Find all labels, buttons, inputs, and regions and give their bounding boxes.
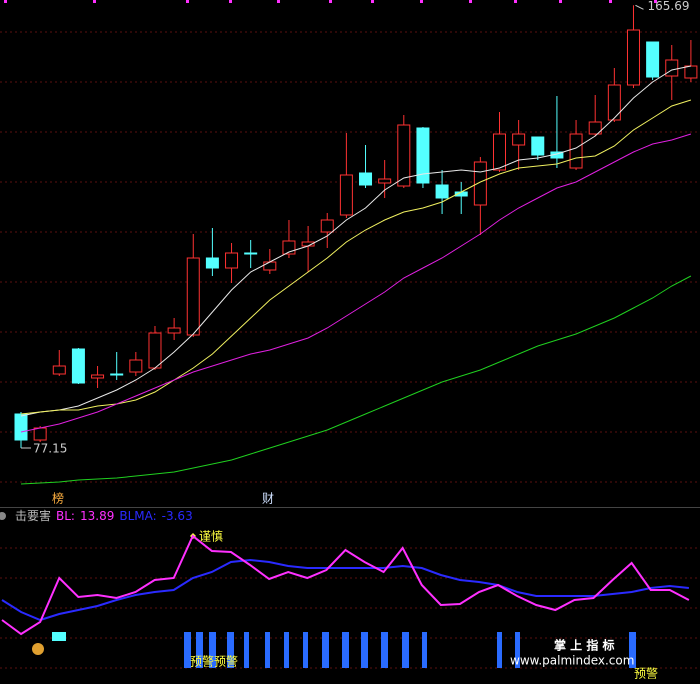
candle-body: [129, 359, 143, 373]
candle-body: [626, 29, 640, 86]
candle-body: [148, 332, 162, 369]
candle-body: [225, 252, 239, 269]
legend-value: 13.89: [80, 509, 114, 523]
candle-body: [186, 257, 200, 336]
signal-bar: [381, 632, 388, 668]
annotation: 预警: [634, 666, 658, 681]
candle-body: [493, 133, 506, 171]
candle-body: [71, 348, 85, 384]
candle-body: [339, 174, 353, 216]
candle-body: [588, 121, 602, 135]
candle-body: [684, 65, 698, 79]
indicator-line: [1, 534, 690, 636]
candle-body: [397, 124, 411, 187]
candle-body: [665, 59, 679, 77]
signal-bar: [244, 632, 249, 668]
candle-body: [320, 219, 334, 233]
legend-name: BLMA:: [119, 509, 156, 523]
signal-bar: [227, 632, 234, 668]
signal-block: [52, 632, 66, 641]
signal-bar: [209, 632, 216, 668]
candle-body: [205, 257, 219, 269]
legend-name: BL:: [56, 509, 75, 523]
signal-bar: [497, 632, 502, 668]
candle-body: [110, 373, 124, 376]
min-label: 77.15: [33, 442, 67, 456]
moving-average-line: [20, 275, 692, 485]
legend-value: -3.63: [162, 509, 193, 523]
candle-body: [378, 178, 392, 184]
candle-body: [359, 172, 373, 186]
signal-bars: [0, 512, 636, 668]
candle-body: [91, 374, 105, 379]
money-bag-icon: [32, 643, 44, 655]
signal-bar: [196, 632, 203, 668]
signal-bar: [361, 632, 368, 668]
signal-bar: [303, 632, 308, 668]
marker: 财: [262, 492, 274, 506]
signal-bar: [265, 632, 270, 668]
panel-icon: [0, 512, 6, 520]
candle-body: [52, 365, 66, 375]
moving-average-line: [20, 99, 692, 415]
moving-average-line: [20, 133, 692, 433]
indicator-title: 击要害: [15, 508, 51, 523]
signal-bar: [515, 632, 520, 668]
candle-body: [244, 252, 258, 255]
candle-body: [512, 133, 526, 146]
signal-bar: [322, 632, 329, 668]
candle-body: [14, 413, 28, 441]
top-ticks: [4, 0, 657, 3]
annotation: 掌 上 指 标: [554, 638, 615, 653]
indicator-header: 击要害 BL: 13.89 BLMA: -3.63: [15, 508, 193, 523]
max-pointer: [635, 4, 644, 10]
candle-body: [646, 41, 660, 78]
candle-body: [33, 427, 47, 441]
signal-bar: [284, 632, 289, 668]
candle-body: [416, 127, 430, 184]
candle-body: [473, 161, 487, 206]
signal-bar: [342, 632, 349, 668]
indicator-line: [1, 558, 689, 622]
candle-body: [607, 84, 621, 121]
signal-bar: [402, 632, 409, 668]
signal-bar: [629, 632, 636, 668]
candle-body: [531, 136, 545, 156]
max-label: 165.69: [647, 0, 689, 13]
candle-body: [569, 133, 583, 169]
candle-body: [263, 261, 277, 271]
candle-body: [167, 327, 181, 334]
marker: 榜: [52, 491, 64, 506]
watermark: www.palmindex.com: [510, 654, 634, 668]
moving-average-line: [20, 65, 692, 417]
signal-bar: [422, 632, 427, 668]
annotation: 谨慎: [199, 530, 223, 544]
annotation: 预警预警: [190, 654, 238, 669]
candle-body: [435, 184, 449, 199]
signal-bar: [184, 632, 191, 668]
